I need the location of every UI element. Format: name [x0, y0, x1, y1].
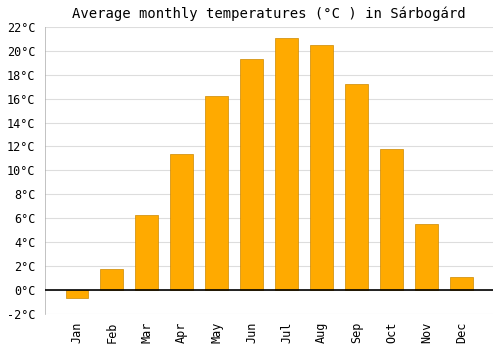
Bar	[206, 96, 228, 290]
Bar	[240, 59, 263, 290]
Bar	[345, 84, 368, 290]
Bar	[66, 290, 88, 299]
Bar	[415, 224, 438, 290]
Bar	[275, 37, 298, 290]
Bar	[170, 154, 193, 290]
Title: Average monthly temperatures (°C ) in Sárbogárd: Average monthly temperatures (°C ) in Sá…	[72, 7, 466, 21]
Bar	[450, 277, 472, 290]
Bar	[380, 149, 403, 290]
Bar	[310, 45, 333, 290]
Bar	[100, 268, 123, 290]
Bar	[136, 215, 158, 290]
